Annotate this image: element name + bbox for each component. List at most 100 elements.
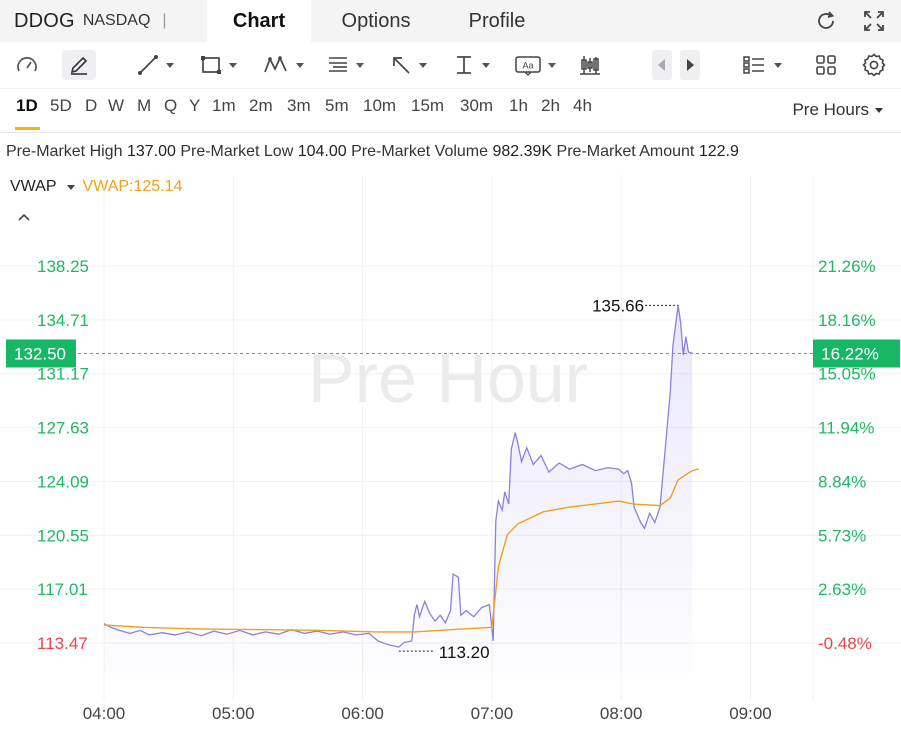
stat-low-label: Pre-Market Low <box>180 143 294 160</box>
period-y[interactable]: Y <box>189 96 201 115</box>
stat-amount-label: Pre-Market Amount <box>556 143 695 160</box>
period-2m[interactable]: 2m <box>249 96 273 115</box>
y-tick-left: 120.55 <box>37 526 89 545</box>
stat-volume-label: Pre-Market Volume <box>351 143 489 160</box>
text-tool-icon[interactable]: Aa <box>514 50 556 80</box>
stat-high-label: Pre-Market High <box>6 143 123 160</box>
y-tick-right: 2.63% <box>818 580 866 599</box>
chart-overlay: 132.50 16.22% 135.66 113.20 <box>6 296 900 662</box>
collapse-icon[interactable] <box>16 210 32 228</box>
current-price-label: 132.50 <box>14 344 66 363</box>
high-marker-label: 135.66 <box>592 296 644 315</box>
chevron-down-icon <box>875 107 883 113</box>
header: DDOG NASDAQ | Chart Options Profile <box>0 0 901 42</box>
pattern-tool-icon[interactable] <box>262 50 304 80</box>
fib-tool-icon[interactable] <box>326 50 364 80</box>
exchange-label: NASDAQ <box>82 12 151 29</box>
stat-amount-value: 122.9 <box>698 143 739 160</box>
current-change-label: 16.22% <box>821 344 879 363</box>
current-price-badge <box>6 339 76 368</box>
gauge-icon[interactable] <box>14 50 40 80</box>
x-tick: 08:00 <box>600 704 643 723</box>
chart-plot <box>103 305 699 673</box>
indicator-dropdown-icon[interactable] <box>66 184 75 190</box>
scroll-right-icon[interactable] <box>680 50 700 80</box>
stat-volume-value: 982.39K <box>492 143 553 160</box>
stat-high-value: 137.00 <box>126 143 176 160</box>
vwap-line <box>103 468 699 633</box>
y-tick-right: 21.26% <box>818 257 876 276</box>
header-separator: | <box>162 12 167 29</box>
y-tick-right: 11.94% <box>818 419 874 438</box>
low-marker-label: 113.20 <box>439 643 490 662</box>
refresh-icon[interactable] <box>813 8 839 34</box>
y-tick-right: -0.48% <box>818 634 872 653</box>
tab-chart[interactable]: Chart <box>207 0 311 42</box>
arrow-tool-icon[interactable] <box>389 50 427 80</box>
line-tool-icon[interactable] <box>136 50 174 80</box>
period-1d[interactable]: 1D <box>16 96 38 115</box>
period-q[interactable]: Q <box>164 96 178 115</box>
period-3m[interactable]: 3m <box>287 96 311 115</box>
grid-layout-icon[interactable] <box>814 50 838 80</box>
ticker-symbol: DDOG <box>14 9 75 32</box>
y-tick-right: 18.16% <box>818 311 876 330</box>
pre-market-stats: Pre-Market High 137.00 Pre-Market Low 10… <box>6 143 901 161</box>
fullscreen-icon[interactable] <box>861 8 887 34</box>
x-tick: 04:00 <box>83 704 126 723</box>
chart-grid <box>0 175 901 700</box>
vertical-line-tool-icon[interactable] <box>452 50 490 80</box>
period-d[interactable]: D <box>85 96 98 115</box>
y-tick-left: 124.09 <box>37 472 89 491</box>
y-tick-left: 113.47 <box>37 634 88 653</box>
chart-watermark: Pre Hour <box>308 339 588 417</box>
stat-low-value: 104.00 <box>297 143 347 160</box>
x-tick: 05:00 <box>212 704 255 723</box>
period-2h[interactable]: 2h <box>541 96 560 115</box>
svg-text:Aa: Aa <box>522 61 533 71</box>
drawing-toolbar: Aa <box>0 42 901 89</box>
y-tick-left: 127.63 <box>37 419 89 438</box>
price-area <box>104 305 693 673</box>
active-period-underline <box>15 127 40 130</box>
time-axis-labels: 04:00 05:00 06:00 07:00 08:00 09:00 <box>83 704 772 723</box>
y-tick-left: 138.25 <box>37 257 89 276</box>
session-selector[interactable]: Pre Hours <box>792 100 883 120</box>
period-selector: 1D 5D D W M Q Y 1m 2m 3m 5m 10m 15m 30m … <box>0 88 901 133</box>
x-tick: 09:00 <box>729 704 772 723</box>
period-w[interactable]: W <box>108 96 125 115</box>
tab-profile[interactable]: Profile <box>468 10 526 32</box>
list-layout-icon[interactable] <box>742 50 782 80</box>
y-tick-left: 134.71 <box>37 311 89 330</box>
period-10m[interactable]: 10m <box>363 96 397 115</box>
pen-icon[interactable] <box>62 50 96 80</box>
vwap-value: VWAP:125.14 <box>82 178 183 195</box>
left-axis-labels: 138.25 134.71 131.17 127.63 124.09 120.55 117.… <box>37 257 89 653</box>
period-30m[interactable]: 30m <box>460 96 494 115</box>
settings-icon[interactable] <box>861 50 887 80</box>
period-1m[interactable]: 1m <box>212 96 236 115</box>
y-tick-right: 5.73% <box>818 526 866 545</box>
header-bar <box>0 0 901 42</box>
right-axis-labels: 21.26% 18.16% 15.05% 11.94% 8.84% 5.73% 2.63% -… <box>818 257 876 653</box>
y-tick-right: 15.05% <box>818 365 876 384</box>
period-4h[interactable]: 4h <box>573 96 592 115</box>
current-change-badge <box>813 339 900 368</box>
candlestick-icon[interactable] <box>578 50 602 80</box>
rectangle-tool-icon[interactable] <box>199 50 237 80</box>
scroll-left-icon[interactable] <box>652 50 672 80</box>
x-tick: 07:00 <box>471 704 514 723</box>
price-line <box>103 305 693 648</box>
x-tick: 06:00 <box>341 704 384 723</box>
tab-options[interactable]: Options <box>341 10 411 32</box>
period-5m[interactable]: 5m <box>325 96 349 115</box>
period-15m[interactable]: 15m <box>411 96 445 115</box>
period-m[interactable]: M <box>137 96 152 115</box>
symbol-info: DDOG NASDAQ | <box>0 0 167 42</box>
indicator-selector[interactable]: VWAP <box>10 178 57 195</box>
y-tick-left: 131.17 <box>37 365 89 384</box>
period-1h[interactable]: 1h <box>509 96 528 115</box>
period-5d[interactable]: 5D <box>50 96 72 115</box>
y-tick-left: 117.01 <box>37 580 88 599</box>
session-selector-label: Pre Hours <box>792 100 869 119</box>
